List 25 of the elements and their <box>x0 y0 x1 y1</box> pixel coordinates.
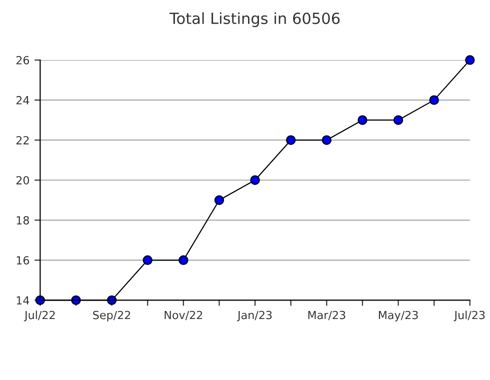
y-tick-label: 26 <box>16 56 30 64</box>
point <box>322 135 332 145</box>
y-tick-label: 22 <box>16 136 29 144</box>
point <box>142 255 152 266</box>
chart-title: Total Listings in 60506 <box>169 12 340 28</box>
x-tick-label: Mar/23 <box>308 310 346 320</box>
x-tick-label: Nov/22 <box>164 310 202 320</box>
point <box>214 195 224 205</box>
point <box>465 55 475 65</box>
point <box>393 115 404 125</box>
point <box>250 175 260 185</box>
point <box>286 135 296 145</box>
x-tick-label: Jul/23 <box>454 310 485 322</box>
y-tick-label: 24 <box>16 96 30 104</box>
x-tick-label: May/23 <box>378 310 418 322</box>
y-tick-label: 18 <box>16 216 30 225</box>
x-tick-label: Jul/22 <box>24 310 55 322</box>
y-tick-label: 16 <box>16 256 30 265</box>
point <box>178 255 188 266</box>
x-tick-label: Jan/23 <box>236 310 272 322</box>
y-tick-label: 14 <box>16 296 30 304</box>
point <box>358 115 368 125</box>
x-tick-label: Sep/22 <box>93 310 130 322</box>
point <box>429 95 439 105</box>
y-tick-label: 20 <box>16 176 30 184</box>
